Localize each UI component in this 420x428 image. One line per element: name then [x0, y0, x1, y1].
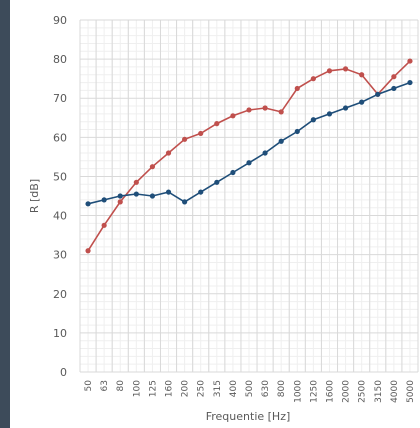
data-point [133, 179, 139, 185]
data-point [375, 91, 381, 97]
x-tick-label: 80 [116, 380, 126, 392]
data-point [198, 189, 204, 195]
x-tick-label: 1000 [293, 380, 303, 403]
y-tick-label: 90 [53, 14, 67, 27]
x-tick-label: 630 [261, 380, 271, 397]
data-point [391, 74, 397, 80]
series-group [85, 58, 413, 254]
y-tick-label: 50 [53, 170, 67, 183]
data-point [342, 66, 349, 72]
data-point [85, 248, 91, 254]
data-point [326, 111, 333, 117]
data-point [182, 136, 188, 142]
data-point [230, 113, 236, 119]
data-point [359, 99, 365, 105]
x-tick-label: 5000 [406, 380, 416, 403]
x-tick-label: 500 [245, 380, 255, 397]
x-axis-title: Frequentie [Hz] [206, 410, 291, 423]
y-tick-label: 80 [53, 53, 67, 66]
y-tick-label: 20 [53, 288, 67, 301]
x-tick-label: 1250 [309, 380, 319, 403]
major-gridlines [79, 19, 419, 373]
data-point [359, 72, 365, 78]
data-point [278, 138, 284, 144]
y-tick-label: 30 [53, 249, 67, 262]
data-point [262, 150, 268, 156]
x-tick-label: 250 [197, 380, 207, 397]
x-tick-label: 2000 [342, 380, 352, 403]
chart-panel: 0 10 20 30 40 50 60 70 80 90 50 63 80 100 125 160 200 25… [10, 0, 420, 428]
data-point [310, 76, 316, 82]
data-point [182, 199, 188, 205]
data-point [246, 160, 252, 166]
data-point [133, 191, 139, 197]
data-point [407, 79, 413, 86]
x-tick-label: 100 [132, 380, 142, 397]
data-point [294, 128, 300, 135]
x-tick-label: 2500 [358, 380, 368, 403]
x-tick-label: 200 [181, 380, 191, 397]
data-point [149, 193, 156, 199]
data-point [117, 199, 123, 205]
y-tick-label: 10 [53, 327, 67, 340]
x-tick-label: 315 [213, 380, 223, 397]
data-point [278, 109, 284, 115]
y-tick-label: 0 [60, 366, 67, 379]
x-tick-label: 125 [148, 380, 158, 397]
data-point [342, 105, 349, 111]
x-tick-label: 4000 [390, 380, 400, 403]
y-tick-label: 70 [53, 92, 67, 105]
data-point [391, 85, 397, 92]
y-tick-label: 40 [53, 210, 67, 223]
data-point [326, 68, 333, 74]
y-tick-label: 60 [53, 131, 67, 144]
data-point [230, 169, 236, 176]
data-point [198, 130, 204, 137]
data-point [246, 107, 252, 113]
data-point [294, 85, 300, 92]
data-point [165, 150, 172, 156]
x-tick-label: 160 [165, 380, 175, 397]
data-point [149, 164, 156, 170]
data-point [101, 222, 107, 228]
x-axis-ticks: 50 63 80 100 125 160 200 250 315 400 500 630 800 1000… [84, 380, 416, 403]
data-point [310, 117, 316, 123]
x-tick-label: 400 [229, 380, 239, 397]
x-tick-label: 50 [84, 380, 94, 392]
data-point [117, 193, 123, 199]
y-axis-title: R [dB] [28, 179, 41, 213]
data-point [214, 179, 220, 185]
x-tick-label: 1600 [325, 380, 335, 403]
data-point [165, 189, 172, 195]
data-point [101, 197, 107, 203]
x-tick-label: 3150 [374, 380, 384, 403]
data-point [262, 105, 268, 111]
line-chart: 0 10 20 30 40 50 60 70 80 90 50 63 80 100 125 160 200 25… [28, 14, 419, 423]
data-point [214, 121, 220, 127]
y-axis-ticks: 0 10 20 30 40 50 60 70 80 90 [53, 14, 67, 379]
data-point [85, 201, 91, 207]
data-point [407, 58, 413, 64]
x-tick-label: 63 [100, 380, 110, 391]
minor-gridlines [79, 20, 419, 372]
x-tick-label: 800 [277, 380, 287, 397]
